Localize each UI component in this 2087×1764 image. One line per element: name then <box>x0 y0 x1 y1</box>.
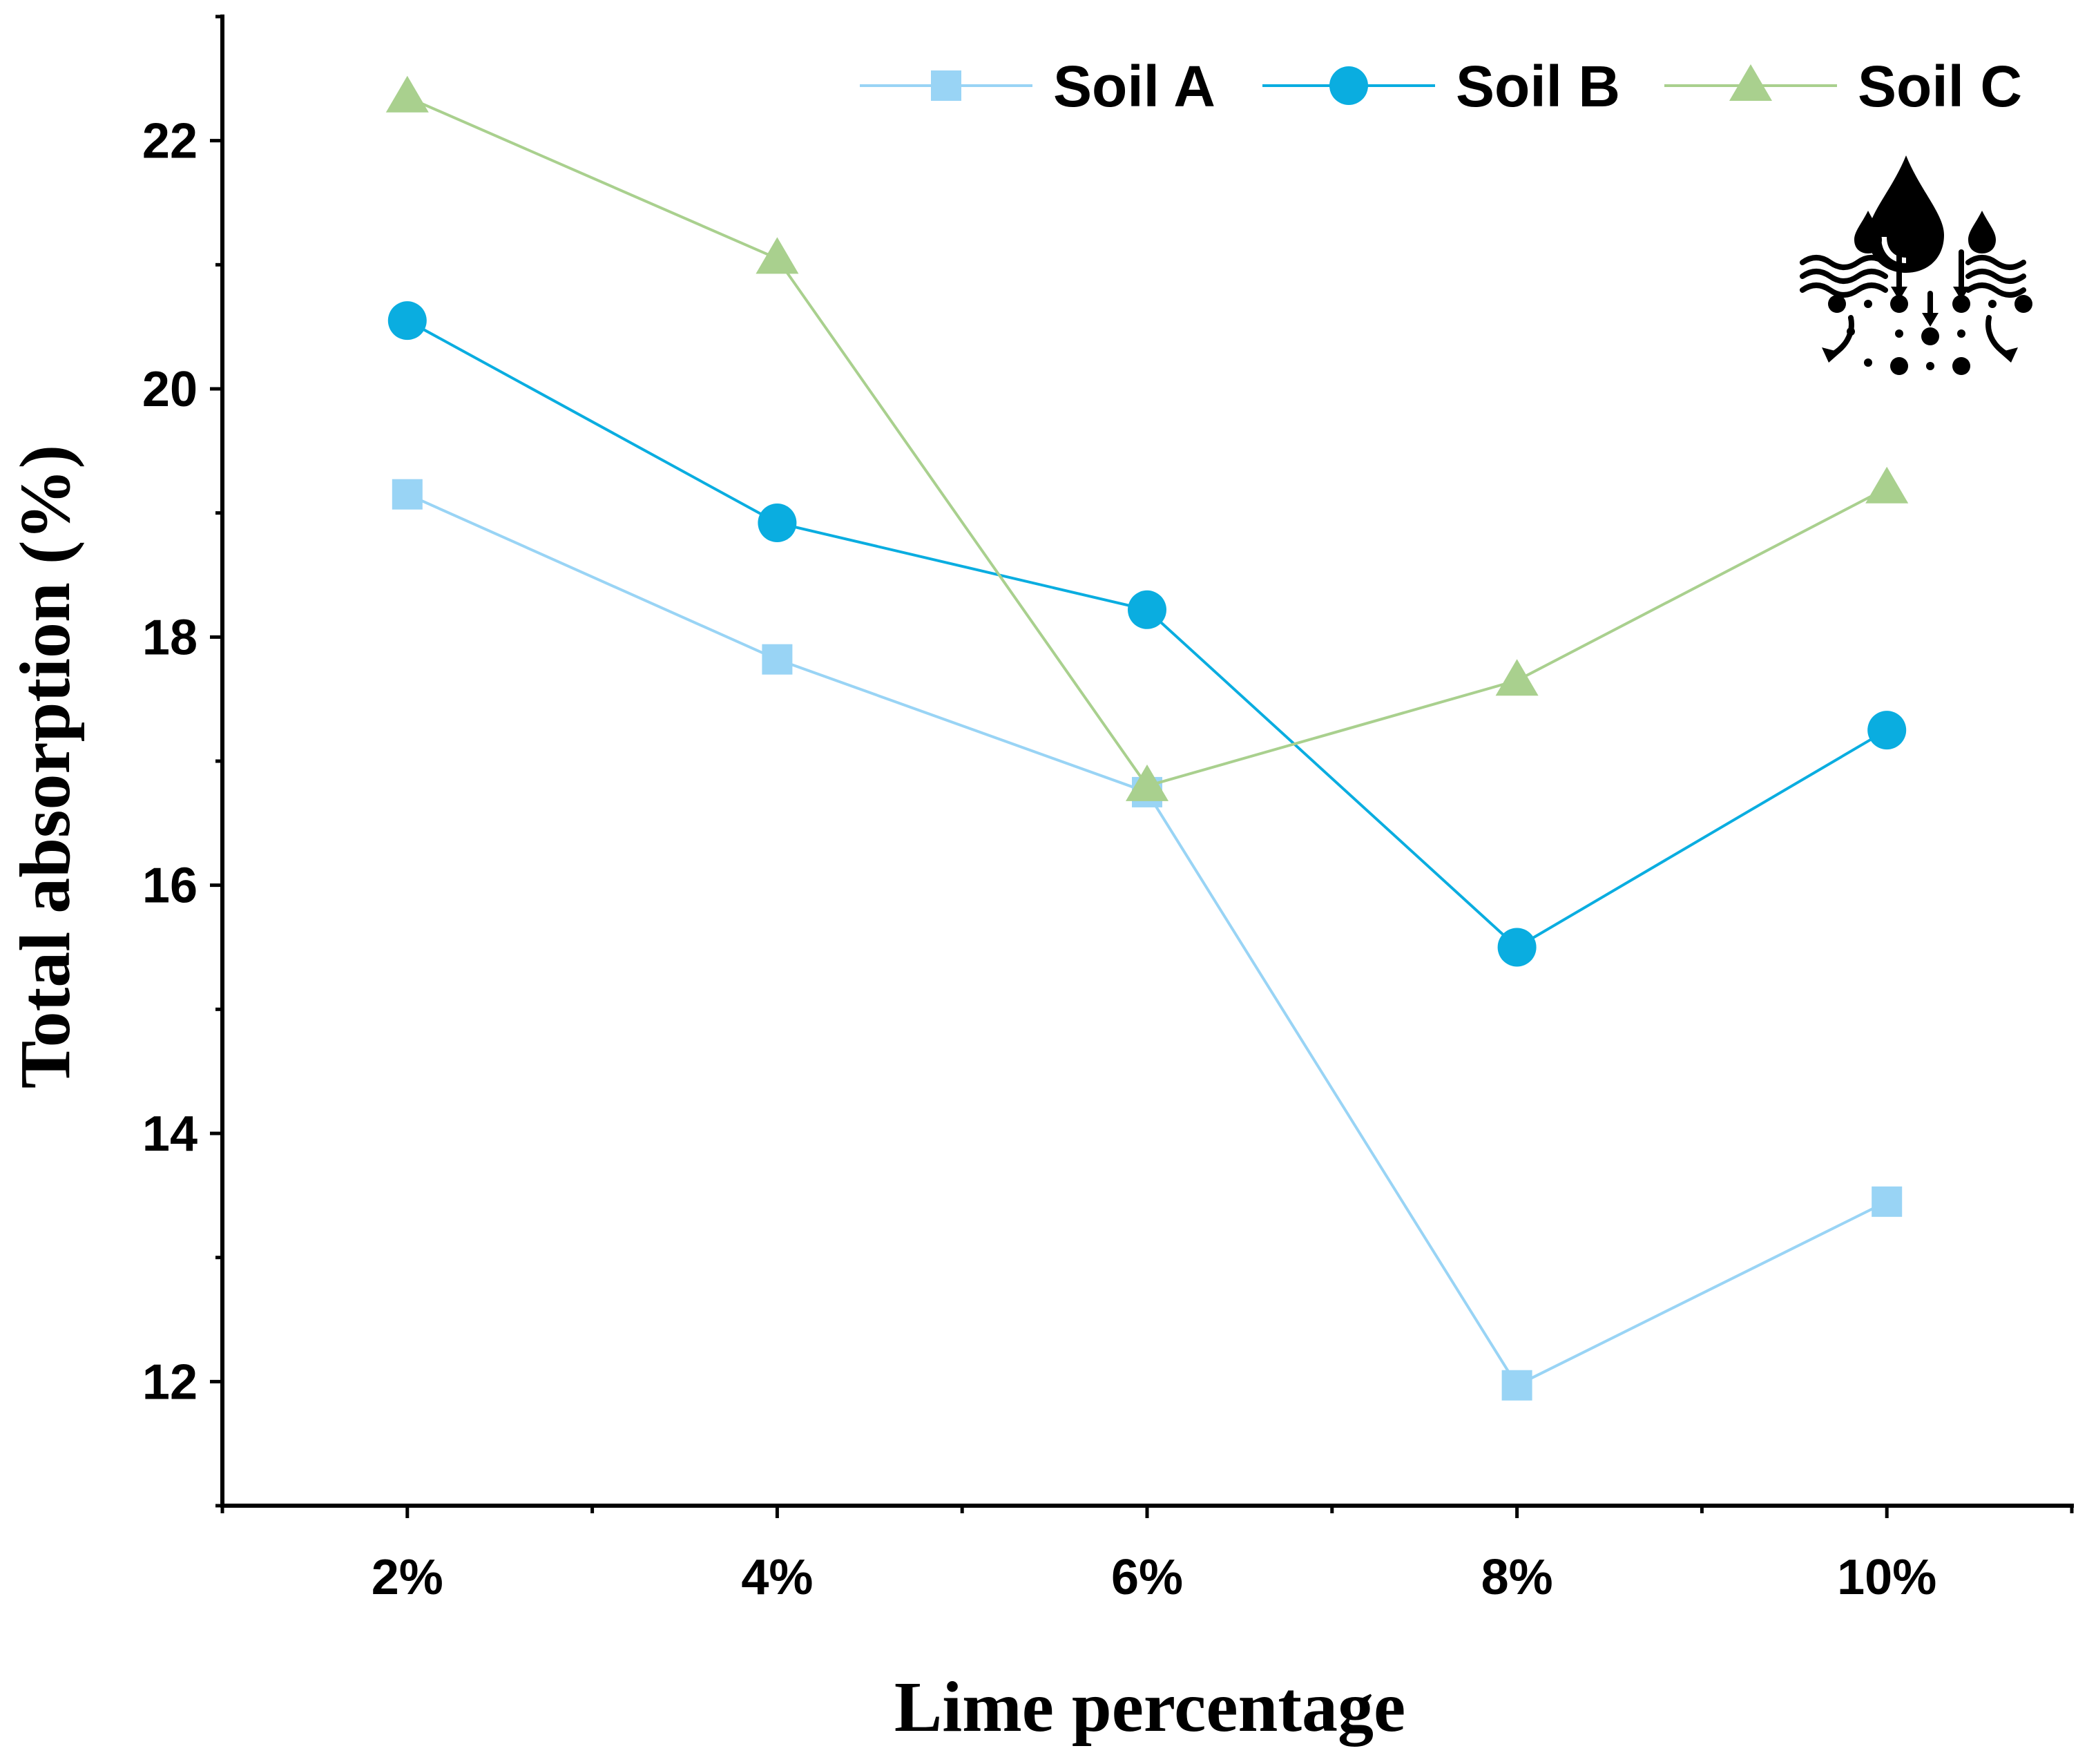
y-tick-label: 16 <box>142 859 198 914</box>
data-point-soil-c <box>756 237 799 274</box>
x-tick-label: 6% <box>1111 1550 1183 1605</box>
x-tick-label: 8% <box>1481 1550 1553 1605</box>
x-axis-title: Lime percentage <box>894 1667 1405 1747</box>
data-point-soil-b <box>1497 928 1537 967</box>
y-tick-label: 14 <box>142 1106 198 1162</box>
data-point-soil-a <box>1872 1186 1903 1217</box>
data-point-soil-b <box>1867 711 1907 750</box>
y-tick-label: 18 <box>142 610 198 665</box>
legend-label-soil-b: Soil B <box>1456 54 1620 119</box>
series-layer <box>385 75 1909 1401</box>
y-tick-label: 12 <box>142 1354 198 1410</box>
legend-item-soil-a: Soil A <box>860 54 1215 119</box>
legend-label-soil-c: Soil C <box>1858 54 2022 119</box>
data-point-soil-a <box>762 644 793 675</box>
x-tick-label: 4% <box>741 1550 813 1605</box>
x-tick-label: 10% <box>1837 1550 1936 1605</box>
series-line-soil-b <box>406 319 1888 949</box>
legend-marker-soil-a <box>931 70 961 101</box>
data-point-soil-c <box>1865 466 1909 504</box>
axes: 12 14 16 18 20 22 2% 4% 6% 8% 10% <box>142 15 2074 1605</box>
legend-marker-soil-c <box>1729 64 1772 101</box>
series-soil-c <box>385 75 1909 801</box>
data-point-soil-b <box>387 301 427 341</box>
y-tick-label: 20 <box>142 362 198 417</box>
data-point-soil-c <box>385 75 429 113</box>
legend: Soil A Soil B Soil C <box>860 54 2022 119</box>
series-soil-b <box>387 301 1907 967</box>
data-point-soil-a <box>1501 1370 1532 1401</box>
data-point-soil-b <box>1128 590 1166 629</box>
legend-item-soil-b: Soil B <box>1262 54 1620 119</box>
y-tick-label: 22 <box>142 114 198 169</box>
legend-label-soil-a: Soil A <box>1053 54 1215 119</box>
legend-marker-soil-b <box>1329 66 1368 105</box>
data-point-soil-b <box>758 504 797 543</box>
x-tick-label: 2% <box>372 1550 443 1605</box>
data-point-soil-a <box>392 479 423 510</box>
data-point-soil-c <box>1495 659 1539 696</box>
y-axis-title: Total absorption (%) <box>6 445 85 1089</box>
legend-item-soil-c: Soil C <box>1664 54 2022 119</box>
water-infiltration-icon <box>1800 155 2032 375</box>
data-point-soil-c <box>1126 764 1168 801</box>
